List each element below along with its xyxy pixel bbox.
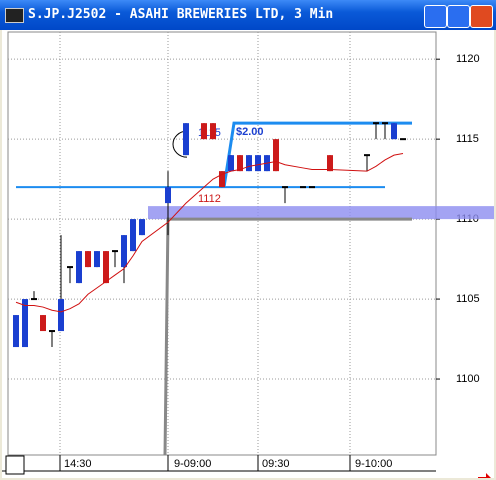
candle-body [255,155,261,172]
y-tick-label: 1120 [456,53,480,65]
moving-average [15,153,404,313]
chart: 1100110511101115112014:309-09:0009:309-1… [2,30,494,478]
candle-body [58,299,64,332]
scroll-arrow [478,473,491,478]
candle-body [40,315,46,332]
close-button[interactable] [470,5,493,28]
annotation: 1112 [198,193,221,205]
candle-body [13,315,19,348]
stop-band [148,206,494,220]
candle-body [165,187,171,204]
x-tick-label: 09:30 [262,458,290,470]
candle-body [246,155,252,172]
order-arc [172,130,188,158]
target-line [222,121,412,188]
candle-body [94,251,100,268]
window-title: S.JP.J2502 - ASAHI BREWERIES LTD, 3 Min [28,7,334,22]
candle-body [139,219,145,236]
candle-body [22,299,28,348]
candle-body [183,123,189,156]
candle-body [391,123,397,140]
maximize-button[interactable] [447,5,470,28]
annotation: $2.00 [236,126,264,138]
x-tick-label: 9-09:00 [174,458,211,470]
candle-body [121,235,127,268]
y-tick-label: 1100 [456,373,480,385]
candle-body [130,219,136,252]
x-tick-label: 14:30 [64,458,92,470]
candle-body [76,251,82,284]
candle-body [273,139,279,172]
candle-body [103,251,109,284]
candle-body [85,251,91,268]
y-tick-label: 1105 [456,293,480,305]
candle-body [219,171,225,188]
candle-body [228,155,234,172]
minimize-button[interactable] [424,5,447,28]
title-bar: S.JP.J2502 - ASAHI BREWERIES LTD, 3 Min [0,0,496,30]
app-icon [5,8,24,23]
corner-box [5,455,25,475]
candle-body [327,155,333,172]
candle-body [237,155,243,172]
candle-body [201,123,207,140]
candle-body [210,123,216,140]
plot-frame [7,31,437,456]
x-tick-label: 9-10:00 [355,458,392,470]
y-tick-label: 1115 [456,133,479,145]
